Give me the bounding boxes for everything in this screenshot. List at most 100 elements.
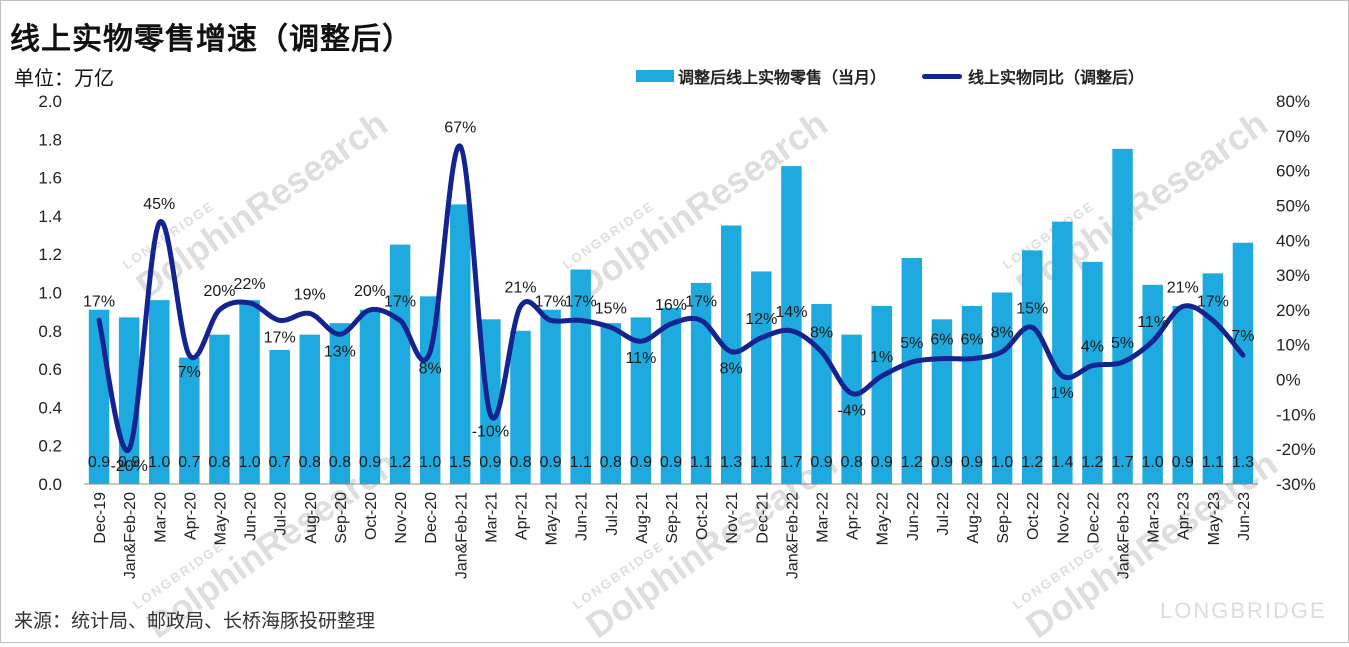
x-tick-label: Jul-20	[273, 492, 290, 536]
bar-value-label: 1.1	[570, 454, 592, 471]
line-value-label: 17%	[535, 293, 567, 310]
bar-value-label: 1.1	[1202, 454, 1224, 471]
bar-value-label: 1.2	[1081, 454, 1103, 471]
line-value-label: 67%	[444, 119, 476, 136]
y-left-tick-label: 1.8	[38, 130, 62, 149]
x-tick-label: Oct-20	[363, 492, 380, 540]
bar-value-label: 1.7	[1111, 454, 1133, 471]
x-tick-label: Jun-20	[243, 492, 260, 541]
line-value-label: 15%	[1016, 300, 1048, 317]
bar-value-label: 1.0	[419, 454, 441, 471]
x-tick-label: Nov-21	[724, 492, 741, 544]
line-value-label: 17%	[685, 293, 717, 310]
bar-value-label: 1.0	[148, 454, 170, 471]
bar	[751, 271, 772, 484]
line-value-label: 21%	[504, 279, 536, 296]
x-tick-label: Mar-23	[1146, 492, 1163, 543]
bar-value-label: 1.2	[901, 454, 923, 471]
line-value-label: 7%	[178, 364, 201, 381]
line-value-label: 19%	[294, 286, 326, 303]
line-value-label: 17%	[83, 293, 115, 310]
y-left-tick-label: 1.4	[38, 207, 62, 226]
x-tick-label: Sep-21	[664, 492, 681, 544]
line-value-label: 12%	[745, 311, 777, 328]
y-left-tick-label: 1.6	[38, 169, 62, 188]
bar-value-label: 0.9	[931, 454, 953, 471]
bar-value-label: 1.3	[1232, 454, 1254, 471]
line-value-label: -10%	[472, 423, 509, 440]
bar	[359, 309, 381, 484]
yoy-line	[96, 143, 1246, 454]
y-left-tick-label: 0.8	[38, 322, 62, 341]
y-right-tick-label: 40%	[1276, 231, 1310, 250]
bar-value-label: 1.5	[449, 454, 471, 471]
line-value-label: 8%	[720, 361, 743, 378]
bar	[179, 357, 200, 484]
line-value-label: 11%	[1137, 314, 1168, 331]
y-right-tick-label: 0%	[1276, 371, 1301, 390]
bar-value-label: 0.7	[178, 454, 200, 471]
bar-value-label: 1.1	[690, 454, 712, 471]
bar-value-label: 0.9	[539, 454, 561, 471]
bar-value-label: 1.7	[780, 454, 802, 471]
line-value-label: 22%	[234, 276, 266, 293]
bar	[961, 305, 983, 484]
bar-value-label: 1.3	[720, 454, 742, 471]
y-right-tick-label: -30%	[1276, 475, 1316, 494]
x-tick-label: Nov-22	[1055, 492, 1072, 544]
bar-value-label: 0.8	[509, 454, 531, 471]
bar	[209, 334, 230, 484]
legend-bar-swatch	[636, 70, 674, 82]
line-value-label: 15%	[595, 300, 627, 317]
line-value-label: 7%	[1231, 328, 1254, 345]
bar	[781, 166, 802, 485]
x-tick-label: May-22	[875, 492, 892, 545]
line-value-label: 1%	[870, 349, 893, 366]
y-left-tick-label: 1.0	[38, 284, 62, 303]
line-value-label: 13%	[324, 343, 356, 360]
bar-value-label: 1.0	[238, 454, 260, 471]
bar	[841, 334, 862, 484]
x-tick-label: Mar-21	[483, 492, 500, 543]
line-value-label: 20%	[354, 283, 386, 300]
line-value-label: 4%	[1081, 339, 1104, 356]
bar	[480, 319, 501, 484]
bar	[269, 349, 290, 484]
x-tick-label: Oct-22	[1025, 492, 1042, 540]
x-tick-label: Jun-23	[1236, 492, 1253, 541]
x-tick-label: Jan&Feb-22	[784, 492, 801, 579]
bar	[1082, 261, 1103, 484]
x-tick-label: Dec-21	[754, 492, 771, 544]
bar	[1172, 305, 1193, 484]
line-value-label: 8%	[991, 325, 1014, 342]
source-note: 来源：统计局、邮政局、长桥海豚投研整理	[14, 611, 376, 632]
bar	[389, 244, 411, 484]
bar	[419, 296, 441, 484]
y-right-tick-label: -20%	[1276, 440, 1316, 459]
line-value-label: 8%	[810, 325, 833, 342]
line-value-label: 16%	[655, 297, 687, 314]
bar-value-label: 0.9	[359, 454, 381, 471]
bar	[871, 305, 892, 484]
bar-value-label: 1.0	[1142, 454, 1164, 471]
x-tick-label: Mar-20	[152, 492, 169, 543]
bar	[660, 307, 682, 484]
y-left-tick-label: 0.2	[38, 437, 62, 456]
line-value-label: 6%	[960, 332, 983, 349]
x-tick-label: Jun-21	[574, 492, 591, 541]
line-value-label: 5%	[900, 335, 923, 352]
x-tick-label: Apr-23	[1176, 492, 1193, 540]
x-tick-label: Aug-20	[303, 492, 320, 544]
x-tick-label: Aug-22	[965, 492, 982, 544]
line-value-label: 17%	[264, 329, 296, 346]
y-left-tick-label: 0.6	[38, 360, 62, 379]
y-right-tick-label: 50%	[1276, 196, 1310, 215]
x-tick-label: Jun-22	[905, 492, 922, 541]
x-tick-label: Apr-22	[845, 492, 862, 540]
x-tick-label: Apr-21	[513, 492, 530, 540]
bar-value-label: 0.9	[810, 454, 832, 471]
bar-value-label: 0.9	[660, 454, 682, 471]
y-left-tick-label: 2.0	[38, 92, 62, 111]
bar	[1232, 242, 1254, 484]
